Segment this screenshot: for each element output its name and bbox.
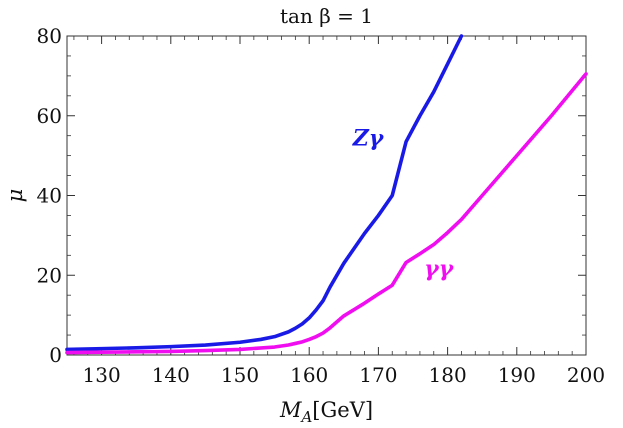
- chart-title: tan β = 1: [280, 4, 373, 28]
- y-axis-title: μ: [3, 189, 27, 203]
- series-layer: [65, 34, 588, 355]
- series-label-0: Zγ: [352, 126, 385, 152]
- x-tick-label: 170: [359, 363, 397, 387]
- y-tick-label: 60: [37, 104, 62, 128]
- x-tick-label: 200: [567, 363, 605, 387]
- x-tick-label: 190: [498, 363, 536, 387]
- series-line-1: [65, 72, 588, 355]
- x-tick-label: 130: [83, 363, 121, 387]
- series-line-0: [65, 34, 464, 352]
- y-tick-label: 40: [37, 184, 62, 208]
- y-tick-label: 20: [37, 263, 62, 287]
- series-label-1: γγ: [424, 256, 455, 282]
- annotation-layer: Zγ γγ: [352, 126, 455, 282]
- x-tick-label: 180: [429, 363, 467, 387]
- y-tick-label: 0: [49, 343, 62, 367]
- plot-frame: [66, 35, 587, 356]
- x-tick-label: 140: [152, 363, 190, 387]
- x-tick-label: 160: [290, 363, 328, 387]
- x-axis-title: MA[GeV]: [279, 398, 373, 426]
- x-tick-label: 150: [221, 363, 259, 387]
- axis-ticks: 130 140 150 160 170 180 190 200 0 20 40 60 80: [37, 24, 606, 387]
- y-tick-label: 80: [37, 24, 62, 48]
